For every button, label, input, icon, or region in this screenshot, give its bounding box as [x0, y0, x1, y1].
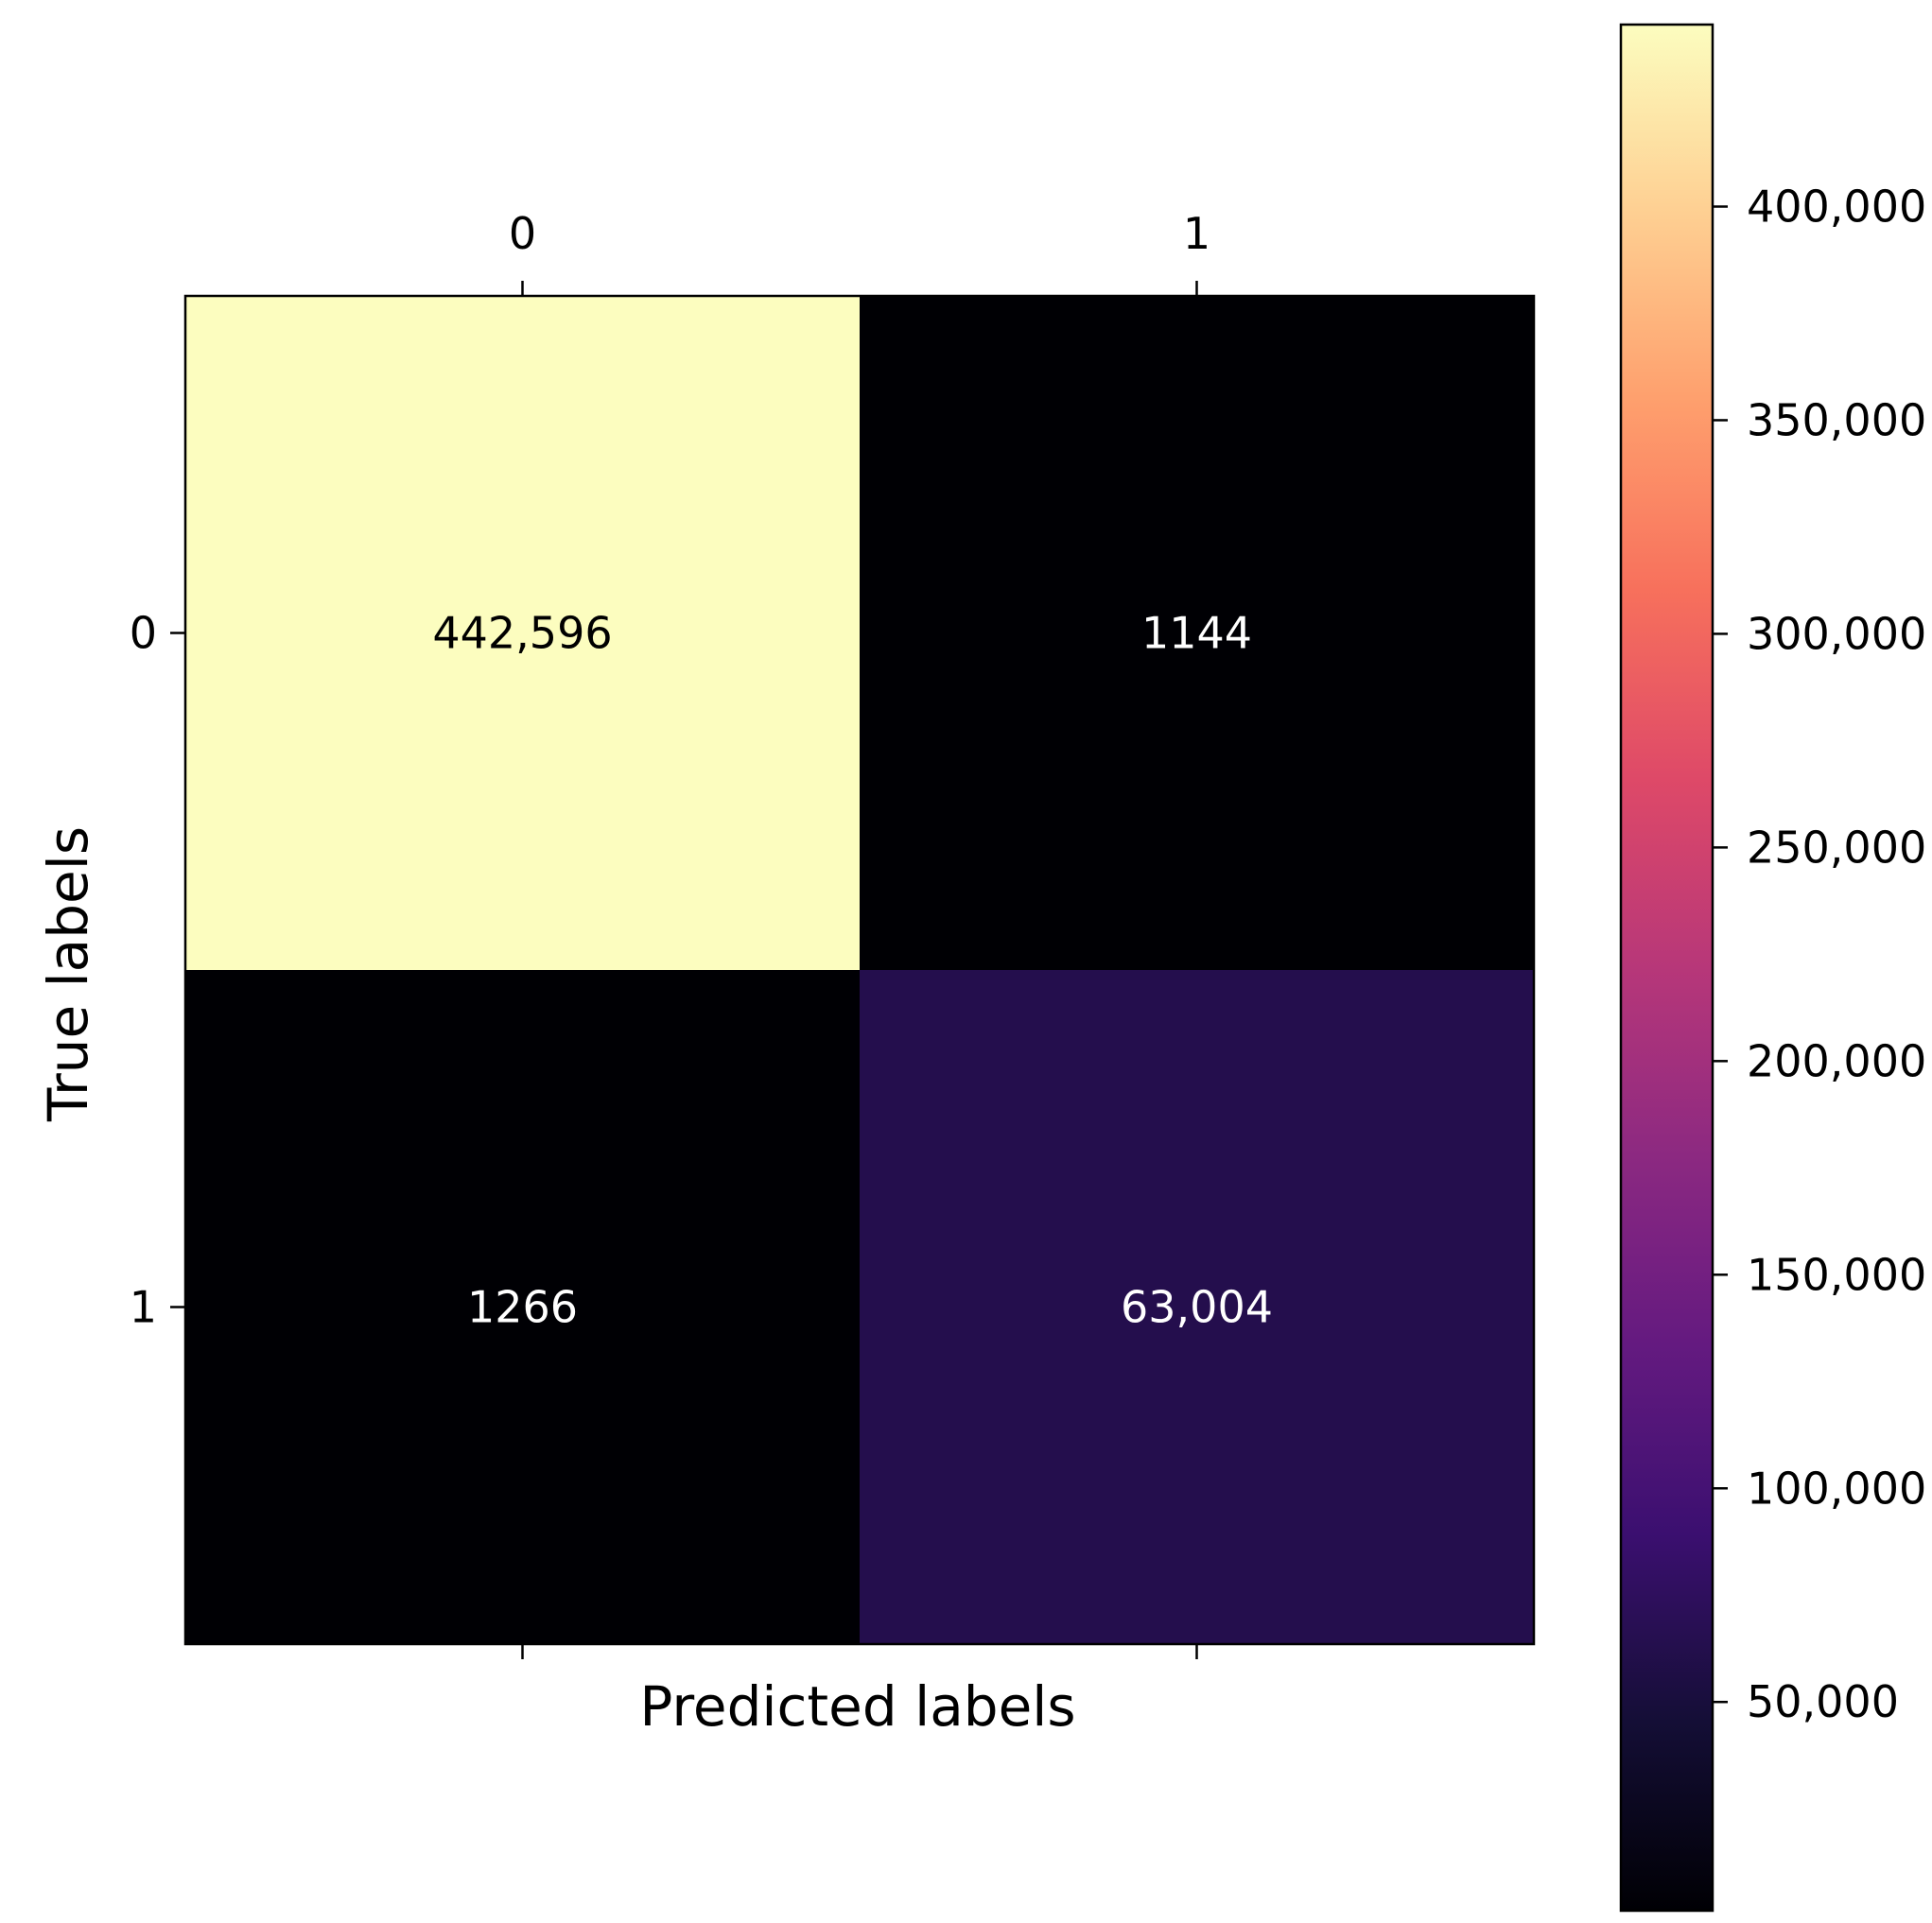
colorbar-tick-label-4: 250,000 [1747, 822, 1926, 873]
colorbar-tick-label-2: 150,000 [1747, 1249, 1926, 1300]
colorbar-tick-label-6: 350,000 [1747, 394, 1926, 445]
x-axis-title: Predicted labels [639, 1674, 1075, 1739]
heatmap-cell-label-0-0: 442,596 [432, 608, 612, 659]
heatmap-cells [183, 294, 1536, 1646]
colorbar-tick-label-7: 400,000 [1747, 181, 1926, 232]
colorbar-tick-label-1: 100,000 [1747, 1463, 1926, 1514]
heatmap-cell-label-0-1: 1144 [1141, 608, 1252, 659]
plot-frame [183, 294, 1536, 1646]
colorbar-tick-label-5: 300,000 [1747, 608, 1926, 659]
colorbar-tick-label-3: 200,000 [1747, 1035, 1926, 1086]
y-tick-label-0: 0 [130, 608, 157, 659]
heatmap-cell-1-0 [185, 970, 860, 1644]
heatmap-cell-labels: 442,596 1144 1266 63,004 [432, 608, 1273, 1333]
heatmap-cell-1-1 [860, 970, 1534, 1644]
heatmap-cell-0-0 [185, 296, 860, 970]
y-axis: 01 [130, 608, 185, 1333]
y-axis-title: True labels [36, 826, 100, 1122]
colorbar-tick-label-0: 50,000 [1747, 1676, 1899, 1727]
heatmap-cell-label-1-1: 63,004 [1121, 1282, 1273, 1333]
colorbar [1619, 23, 1714, 1913]
x-tick-label-1: 1 [1183, 208, 1210, 259]
colorbar-gradient [1619, 23, 1714, 1913]
x-tick-label-0: 0 [509, 208, 536, 259]
heatmap-cell-label-1-0: 1266 [467, 1282, 578, 1333]
heatmap-cell-0-1 [860, 296, 1534, 970]
colorbar-ticks: 50,000 100,000 150,000 200,000 250,000 300,00… [1713, 181, 1926, 1727]
y-tick-label-1: 1 [130, 1282, 157, 1333]
